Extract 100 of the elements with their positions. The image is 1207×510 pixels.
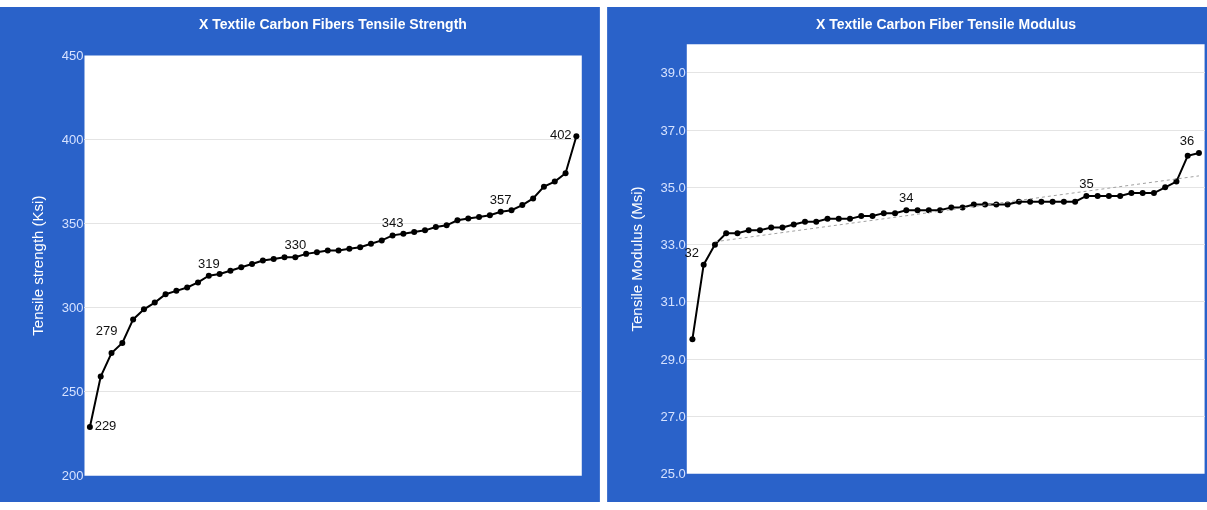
point <box>779 224 786 231</box>
data-label: 35 <box>1079 175 1094 191</box>
point <box>411 229 418 236</box>
point <box>497 208 504 215</box>
chart-title: X Textile Carbon Fiber Tensile Modulus <box>816 16 1077 32</box>
point <box>119 339 126 346</box>
point <box>140 306 147 313</box>
chart-title: X Textile Carbon Fibers Tensile Strength <box>199 16 467 32</box>
point <box>1027 198 1034 205</box>
point <box>723 230 730 237</box>
point <box>130 316 137 323</box>
point <box>357 244 364 251</box>
point <box>835 215 842 222</box>
point <box>562 170 569 177</box>
point <box>422 227 429 234</box>
point <box>540 183 547 190</box>
y-tick-label: 350 <box>61 216 84 232</box>
point <box>432 223 439 230</box>
point <box>1049 198 1056 205</box>
point <box>281 254 288 261</box>
point <box>259 257 266 264</box>
point <box>151 299 158 306</box>
point <box>476 213 483 220</box>
point <box>108 350 115 357</box>
point <box>1060 198 1067 205</box>
point <box>689 336 696 343</box>
point <box>335 247 342 254</box>
point <box>700 261 707 268</box>
data-label: 34 <box>899 190 914 206</box>
point <box>346 245 353 252</box>
point <box>292 254 299 261</box>
point <box>880 210 887 217</box>
point <box>97 373 104 380</box>
point <box>378 237 385 244</box>
y-tick-label: 250 <box>61 384 84 400</box>
point <box>734 230 741 237</box>
y-tick-label: 27.0 <box>660 409 686 425</box>
point <box>519 202 526 209</box>
point <box>303 250 310 257</box>
data-label: 402 <box>549 127 572 143</box>
point <box>824 215 831 222</box>
y-axis-title: Tensile Modulus (Msi) <box>627 186 645 332</box>
point <box>1038 198 1045 205</box>
point <box>1195 149 1202 156</box>
point <box>1072 198 1079 205</box>
point <box>195 279 201 286</box>
point <box>216 271 223 278</box>
point <box>530 195 537 202</box>
point <box>486 212 493 219</box>
point <box>443 222 450 229</box>
point <box>1150 190 1157 197</box>
y-tick-label: 35.0 <box>660 179 686 195</box>
point <box>227 267 234 274</box>
point <box>1094 192 1101 199</box>
y-tick-label: 450 <box>61 48 84 64</box>
y-tick-label: 33.0 <box>660 237 686 253</box>
point <box>270 255 277 262</box>
point <box>1184 152 1191 159</box>
point <box>858 212 865 219</box>
y-tick-label: 29.0 <box>660 351 686 367</box>
y-tick-label: 25.0 <box>660 466 686 482</box>
y-axis-title: Tensile strength (Ksi) <box>29 195 47 336</box>
point <box>367 240 374 247</box>
point <box>1162 184 1169 191</box>
point <box>508 207 515 214</box>
point <box>465 215 472 222</box>
data-label: 330 <box>284 237 307 253</box>
point <box>238 264 245 271</box>
point <box>768 224 775 231</box>
data-label: 279 <box>95 322 118 338</box>
point <box>745 227 752 234</box>
point <box>184 284 191 291</box>
point <box>249 260 256 267</box>
y-tick-label: 300 <box>61 300 84 316</box>
y-tick-label: 39.0 <box>660 65 686 81</box>
point <box>1083 192 1090 199</box>
point <box>324 247 331 254</box>
y-tick-label: 31.0 <box>660 294 686 310</box>
data-label: 319 <box>197 255 220 271</box>
point <box>454 217 461 224</box>
point <box>790 221 797 228</box>
data-label: 229 <box>94 418 117 434</box>
point <box>892 210 899 217</box>
data-label: 36 <box>1179 132 1195 148</box>
point <box>205 272 212 279</box>
point <box>813 218 820 225</box>
point <box>948 204 955 211</box>
point <box>400 230 407 237</box>
data-label: 357 <box>489 191 512 207</box>
point <box>801 218 808 225</box>
point <box>925 207 932 214</box>
y-tick-label: 37.0 <box>660 122 686 138</box>
point <box>551 178 558 185</box>
point <box>869 212 876 219</box>
point <box>313 249 320 256</box>
point <box>903 207 910 214</box>
point <box>756 227 763 234</box>
point <box>1117 192 1124 199</box>
point <box>389 232 396 239</box>
point <box>573 133 580 140</box>
